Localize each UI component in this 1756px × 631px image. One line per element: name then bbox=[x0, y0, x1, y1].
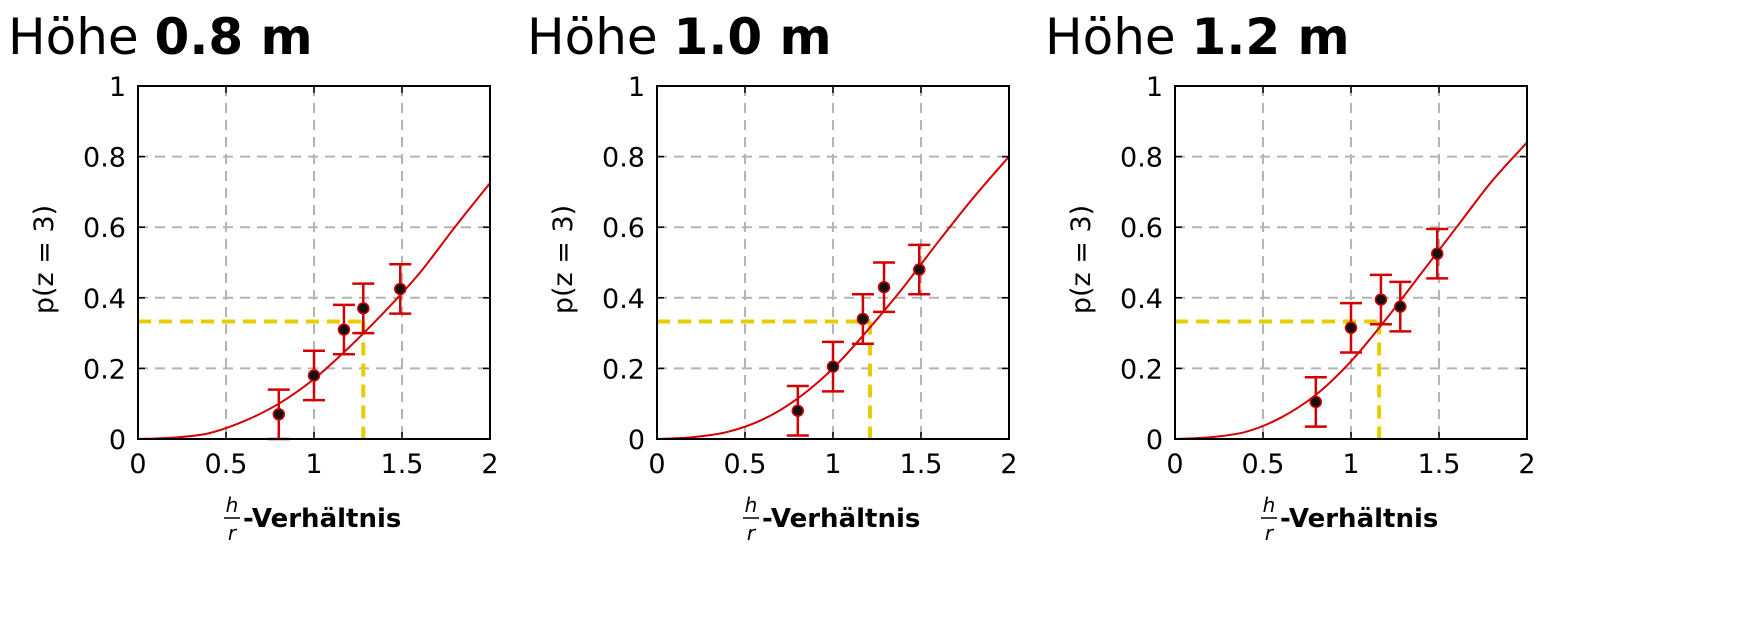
panel-title-prefix: Höhe bbox=[527, 8, 658, 66]
x-tick-label: 1 bbox=[824, 449, 841, 480]
x-label-fraction-numerator: h bbox=[745, 493, 758, 517]
y-tick-label: 0.4 bbox=[1120, 284, 1163, 315]
chart-panel-1: 0 0.5 1 1.5 2 0 0.2 0.4 0.6 0.8 1 p(z = 3) hr -Verhäl… bbox=[29, 72, 499, 545]
data-point bbox=[393, 282, 407, 296]
data-point bbox=[307, 369, 321, 382]
y-tick-label: 0.6 bbox=[83, 213, 126, 244]
y-tick-label: 0 bbox=[1146, 425, 1163, 456]
x-label-fraction-numerator: h bbox=[1263, 493, 1276, 517]
data-point bbox=[272, 408, 286, 421]
panel-title-1: Höhe 0.8 m bbox=[8, 8, 313, 66]
y-tick-label: 0.6 bbox=[1120, 213, 1163, 244]
x-tick-label: 1 bbox=[1342, 449, 1359, 480]
data-point bbox=[791, 404, 805, 418]
data-point bbox=[1344, 321, 1358, 335]
x-axis-label: -Verhältnis bbox=[1280, 504, 1438, 534]
panel-title-prefix: Höhe bbox=[1045, 8, 1176, 66]
data-point bbox=[1430, 247, 1444, 260]
y-axis-label: p(z = 3) bbox=[1066, 205, 1097, 314]
x-tick-label: 0.5 bbox=[724, 449, 767, 480]
y-tick-label: 0.6 bbox=[602, 213, 645, 244]
data-point bbox=[337, 323, 351, 336]
y-tick-label: 1 bbox=[109, 72, 126, 103]
x-label-fraction-denominator: r bbox=[747, 521, 757, 545]
x-tick-label: 1 bbox=[305, 449, 322, 480]
data-point bbox=[856, 312, 870, 326]
data-point bbox=[1394, 300, 1407, 313]
x-label-fraction-denominator: r bbox=[228, 521, 238, 545]
y-tick-label: 0 bbox=[628, 425, 645, 456]
y-tick-label: 0.2 bbox=[83, 354, 126, 385]
x-axis-label: -Verhältnis bbox=[243, 504, 401, 534]
x-tick-label: 1.5 bbox=[381, 449, 424, 480]
panel-title-value: 1.2 m bbox=[1191, 8, 1350, 66]
chart-panel-3: 0 0.5 1 1.5 2 0 0.2 0.4 0.6 0.8 1 p(z = 3) hr -Verhäl… bbox=[1066, 72, 1536, 545]
panel-title-value: 1.0 m bbox=[673, 8, 832, 66]
data-point bbox=[1374, 293, 1388, 306]
panel-title-2: Höhe 1.0 m bbox=[527, 8, 832, 66]
x-tick-label: 0.5 bbox=[1242, 449, 1285, 480]
panel-title-value: 0.8 m bbox=[154, 8, 313, 66]
y-tick-label: 0.8 bbox=[83, 143, 126, 174]
data-point bbox=[877, 280, 891, 294]
y-tick-label: 0.4 bbox=[602, 284, 645, 315]
y-axis-label: p(z = 3) bbox=[29, 205, 60, 314]
data-point bbox=[1309, 395, 1323, 409]
y-tick-label: 0.2 bbox=[1120, 354, 1163, 385]
chart-panel-2: 0 0.5 1 1.5 2 0 0.2 0.4 0.6 0.8 1 p(z = 3) hr -Verhäl… bbox=[548, 72, 1018, 545]
y-tick-label: 0.4 bbox=[83, 284, 126, 315]
y-tick-label: 0 bbox=[109, 425, 126, 456]
panel-title-prefix: Höhe bbox=[8, 8, 139, 66]
data-point bbox=[826, 360, 840, 373]
y-tick-label: 0.2 bbox=[602, 354, 645, 385]
x-tick-label: 2 bbox=[1000, 449, 1017, 480]
fit-curve bbox=[1174, 141, 1528, 440]
x-tick-label: 1.5 bbox=[1418, 449, 1461, 480]
y-tick-label: 1 bbox=[628, 72, 645, 103]
panel-title-3: Höhe 1.2 m bbox=[1045, 8, 1350, 66]
x-tick-label: 1.5 bbox=[900, 449, 943, 480]
data-point bbox=[912, 263, 926, 276]
x-label-fraction-denominator: r bbox=[1265, 521, 1275, 545]
y-tick-label: 1 bbox=[1146, 72, 1163, 103]
data-point bbox=[357, 302, 370, 315]
x-axis-label: -Verhältnis bbox=[762, 504, 920, 534]
x-tick-label: 0 bbox=[648, 449, 665, 480]
y-axis-label: p(z = 3) bbox=[548, 205, 579, 314]
x-tick-label: 2 bbox=[481, 449, 498, 480]
y-tick-label: 0.8 bbox=[1120, 143, 1163, 174]
x-tick-label: 0 bbox=[1166, 449, 1183, 480]
x-tick-label: 0.5 bbox=[205, 449, 248, 480]
x-label-fraction-numerator: h bbox=[226, 493, 239, 517]
y-tick-label: 0.8 bbox=[602, 143, 645, 174]
x-tick-label: 0 bbox=[129, 449, 146, 480]
x-tick-label: 2 bbox=[1518, 449, 1535, 480]
